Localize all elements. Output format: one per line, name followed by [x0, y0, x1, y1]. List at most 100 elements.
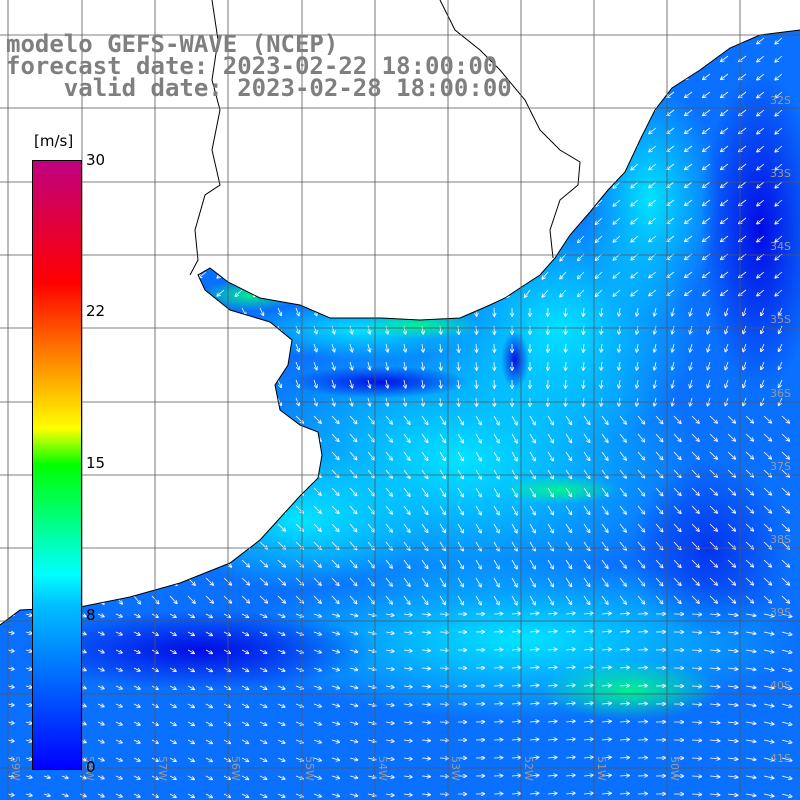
wind-arrow — [637, 541, 644, 550]
wind-arrow — [205, 523, 213, 531]
wind-arrow — [290, 181, 297, 189]
wind-arrow — [565, 613, 575, 614]
wind-arrow — [235, 181, 243, 188]
wind-arrow — [385, 505, 392, 514]
wind-arrow — [703, 37, 711, 43]
wind-arrow — [422, 325, 423, 334]
wind-arrow — [547, 541, 553, 551]
wind-arrow — [169, 451, 177, 459]
wind-arrow — [367, 559, 374, 568]
wind-arrow — [7, 559, 13, 569]
wind-arrow — [775, 109, 783, 116]
wind-arrow — [368, 343, 370, 352]
wind-arrow — [55, 20, 62, 26]
wind-arrow — [421, 433, 428, 442]
wind-arrow — [745, 505, 753, 513]
wind-arrow — [763, 650, 774, 652]
wind-arrow — [381, 127, 387, 136]
wind-arrow — [133, 595, 140, 604]
wind-arrow — [25, 595, 31, 605]
wind-arrow — [631, 199, 639, 206]
wind-arrow — [596, 109, 603, 116]
wind-arrow — [619, 325, 620, 334]
wind-arrow — [761, 379, 765, 387]
wind-arrow — [703, 289, 711, 295]
wind-arrow — [169, 649, 176, 653]
wind-arrow — [745, 577, 753, 585]
wind-arrow — [761, 325, 765, 333]
wind-arrow — [187, 307, 192, 315]
wind-arrow — [241, 415, 249, 423]
wind-arrow — [709, 487, 717, 495]
wind-arrow — [25, 307, 32, 313]
wind-arrow — [205, 397, 210, 405]
wind-arrow — [476, 379, 477, 388]
wind-arrow — [241, 469, 249, 477]
wind-arrow — [127, 181, 135, 187]
wind-arrow — [368, 379, 370, 388]
wind-arrow — [691, 704, 701, 705]
wind-arrow — [254, 163, 261, 170]
colorbar-tick-0: 0 — [86, 758, 96, 776]
wind-arrow — [691, 595, 699, 603]
wind-arrow — [399, 235, 405, 244]
wind-arrow — [332, 325, 335, 334]
wind-arrow — [439, 577, 445, 586]
wind-arrow — [313, 343, 317, 352]
wind-arrow — [613, 163, 621, 170]
header-valid-date: valid date: 2023-02-28 18:00:00 — [6, 76, 512, 100]
wind-arrow — [763, 577, 771, 585]
wind-arrow — [542, 37, 549, 45]
wind-arrow — [655, 487, 663, 496]
wind-arrow — [547, 595, 553, 605]
wind-arrow — [169, 631, 176, 635]
wind-arrow — [649, 271, 657, 278]
wind-arrow — [205, 577, 213, 585]
wind-arrow — [525, 235, 531, 243]
wind-arrow — [672, 379, 674, 388]
wind-arrow — [547, 505, 553, 515]
wind-arrow — [109, 20, 116, 25]
wind-arrow — [435, 289, 441, 298]
wind-arrow — [421, 577, 428, 586]
wind-arrow — [115, 415, 122, 424]
wind-arrow — [399, 163, 405, 172]
wind-arrow — [399, 181, 405, 190]
wind-arrow — [637, 505, 644, 514]
wind-arrow — [385, 668, 394, 669]
wind-arrow — [199, 271, 207, 278]
wind-arrow — [471, 235, 477, 244]
wind-arrow — [691, 686, 701, 687]
wind-arrow — [708, 361, 711, 370]
wind-arrow — [109, 217, 117, 223]
wind-arrow — [691, 415, 699, 423]
wind-arrow — [385, 541, 392, 550]
wind-arrow — [743, 361, 747, 370]
wind-arrow — [7, 307, 14, 313]
wind-arrow — [493, 595, 499, 605]
lat-label: 34S — [770, 240, 791, 253]
wind-arrow — [596, 163, 603, 170]
wind-arrow — [439, 433, 445, 442]
wind-arrow — [403, 415, 410, 424]
wind-arrow — [727, 595, 735, 603]
wind-arrow — [418, 145, 423, 154]
wind-arrow — [761, 361, 765, 369]
wind-arrow — [457, 433, 463, 443]
wind-arrow — [691, 668, 701, 669]
wind-arrow — [453, 235, 459, 244]
wind-arrow — [781, 487, 789, 495]
wind-arrow — [272, 217, 279, 225]
wind-arrow — [529, 667, 539, 668]
wind-arrow — [217, 145, 225, 152]
wind-arrow — [781, 523, 789, 531]
wind-arrow — [596, 289, 603, 296]
wind-arrow — [187, 469, 195, 477]
wind-arrow — [457, 487, 463, 497]
wind-arrow — [685, 20, 692, 25]
wind-arrow — [169, 343, 174, 351]
wind-arrow — [578, 127, 585, 135]
wind-arrow — [254, 20, 260, 26]
wind-arrow — [367, 650, 376, 652]
